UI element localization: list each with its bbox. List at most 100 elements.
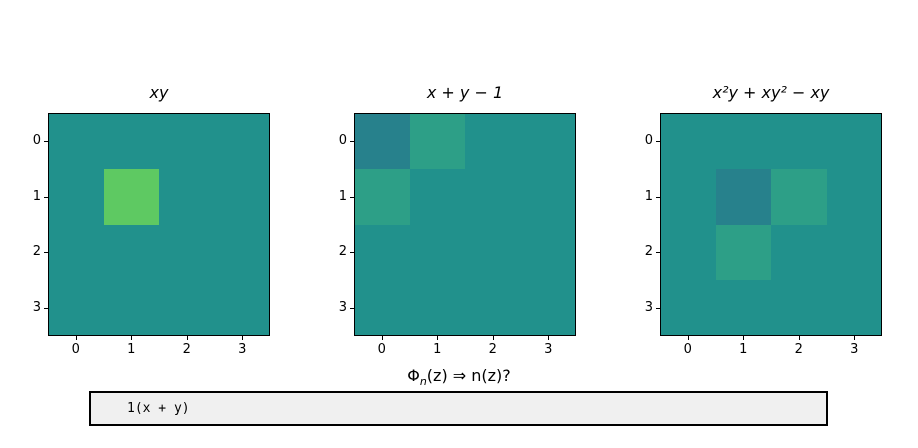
heatmap-plot-xy: xy 0 1 2 3 0 1 2 3 [33,83,270,357]
x-tick-mark [798,336,800,340]
heatmap-cell-r3c2 [159,280,215,336]
x-tick-mark [437,336,439,340]
heatmap-cell-r3c1 [103,280,159,336]
heatmap-cell-r3c2 [465,280,521,336]
prompt-subscript: n [419,375,427,389]
heatmap-cell-r0c1 [409,113,465,169]
heatmap-cell-r2c0 [660,224,716,281]
heatmap-cell-r1c2 [465,168,521,225]
heatmap-cell-r0c2 [771,113,827,169]
heatmap-cell-r3c3 [520,280,576,336]
y-tick-label: 2 [32,244,41,260]
y-tick-label: 0 [32,132,41,148]
plot-title: xy [149,83,169,102]
y-tick-label: 0 [644,132,653,148]
heatmap-plot-x2y-plus-xy2-minus-xy: x²y + xy² − xy 0 1 2 3 0 1 2 3 [645,83,882,357]
heatmap-plot-x-plus-y-minus-1: x + y − 1 0 1 2 3 0 1 2 3 [339,83,576,357]
heatmap-cell-r1c3 [826,168,882,225]
heatmap-cell-r2c2 [159,224,215,281]
heatmap-cell-r0c2 [159,113,215,169]
heatmap-cell-r2c1 [103,224,159,281]
y-tick-mark [44,308,48,310]
y-tick-mark [44,196,48,198]
heatmap-cell-r1c2 [771,168,827,225]
y-tick-mark [350,196,354,198]
x-tick-label: 0 [377,342,386,357]
y-tick-label: 0 [338,132,347,148]
heatmap-cell-r0c3 [520,113,576,169]
heatmap-cell-r1c0 [48,168,104,225]
y-tick-mark [656,140,660,142]
x-tick-label: 1 [127,342,136,357]
heatmap-cell-r2c2 [465,224,521,281]
heatmap-cell-r3c2 [771,280,827,336]
heatmap-cell-r1c2 [159,168,215,225]
heatmap-cell-r1c0 [660,168,716,225]
y-tick-label: 3 [644,300,653,316]
heatmap-cell-r1c0 [354,168,410,225]
y-tick-label: 1 [32,188,41,204]
heatmap-cell-r3c0 [354,280,410,336]
x-tick-label: 1 [739,342,748,357]
y-tick-label: 2 [338,244,347,260]
y-tick-label: 1 [644,188,653,204]
x-tick-label: 3 [544,342,553,357]
heatmap-cell-r2c3 [826,224,882,281]
x-tick-mark [492,336,494,340]
y-tick-mark [656,196,660,198]
x-tick-label: 2 [794,342,803,357]
heatmap-cell-r0c3 [214,113,270,169]
y-tick-mark [44,140,48,142]
heatmap-cell-r0c0 [354,113,410,169]
heatmap-cell-r1c1 [715,168,771,225]
y-tick-mark [656,252,660,254]
heatmap-cell-r2c1 [409,224,465,281]
heatmap-cell-r3c1 [715,280,771,336]
heatmap-cell-r1c1 [409,168,465,225]
x-tick-label: 3 [238,342,247,357]
heatmap-cell-r0c0 [48,113,104,169]
heatmap-cell-r3c0 [660,280,716,336]
plot-title: x + y − 1 [426,83,504,102]
y-tick-mark [656,308,660,310]
x-tick-mark [381,336,383,340]
x-tick-mark [854,336,856,340]
heatmap-cell-r2c0 [354,224,410,281]
heatmap-cell-r2c3 [214,224,270,281]
x-tick-mark [687,336,689,340]
x-tick-label: 2 [488,342,497,357]
heatmap-cell-r0c1 [103,113,159,169]
expression-input[interactable]: 1(x + y) [89,391,828,426]
heatmap-grid [48,113,270,336]
heatmap-grid [660,113,882,336]
heatmap-cell-r3c1 [409,280,465,336]
y-tick-label: 3 [338,300,347,316]
heatmap-grid [354,113,576,336]
heatmap-cell-r0c0 [660,113,716,169]
heatmap-cell-r0c3 [826,113,882,169]
heatmap-cell-r2c1 [715,224,771,281]
x-tick-mark [743,336,745,340]
x-tick-mark [186,336,188,340]
plot-title: x²y + xy² − xy [712,83,830,102]
x-tick-label: 3 [850,342,859,357]
prompt-label: Φn(z) ⇒ n(z)? [0,366,918,388]
x-tick-mark [131,336,133,340]
prompt-rest: (z) ⇒ n(z)? [426,366,511,385]
y-tick-label: 3 [32,300,41,316]
y-tick-mark [350,252,354,254]
y-tick-mark [44,252,48,254]
heatmap-cell-r1c3 [520,168,576,225]
x-tick-mark [548,336,550,340]
y-tick-mark [350,140,354,142]
heatmap-cell-r2c0 [48,224,104,281]
x-tick-label: 2 [182,342,191,357]
y-tick-label: 1 [338,188,347,204]
heatmap-cell-r1c1 [103,168,159,225]
x-tick-label: 0 [71,342,80,357]
x-tick-label: 0 [683,342,692,357]
heatmap-cell-r3c0 [48,280,104,336]
x-tick-mark [242,336,244,340]
expression-input-value: 1(x + y) [127,401,190,416]
